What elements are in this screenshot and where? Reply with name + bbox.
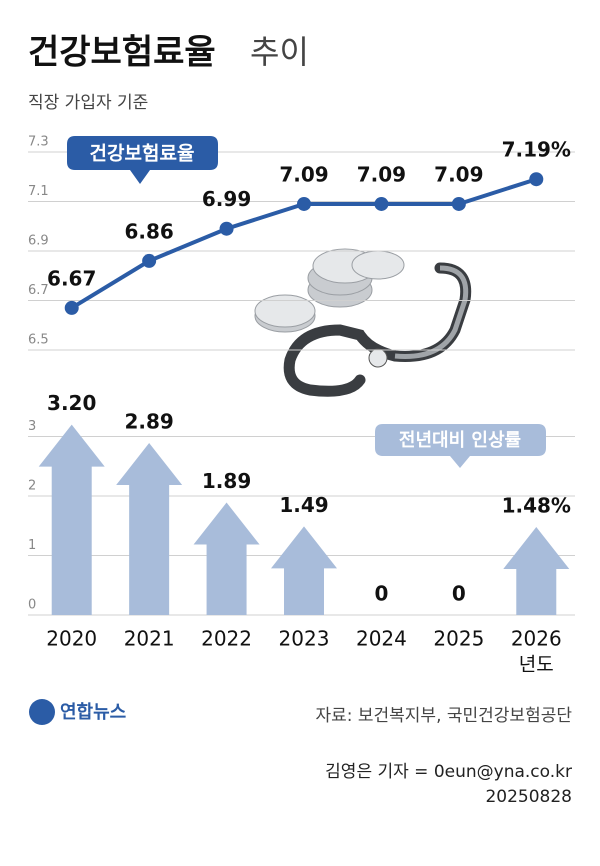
label-box (375, 424, 546, 468)
y-tick-label: 3 (28, 419, 36, 434)
rate-point (219, 221, 234, 236)
value-label: 7.19% (502, 138, 571, 162)
rate-point (451, 196, 466, 211)
y-tick-label: 7.3 (28, 135, 49, 150)
x-axis-label: 년도 (519, 654, 554, 676)
x-tick-label: 2024 (356, 627, 407, 651)
value-label: 1.48% (502, 493, 571, 517)
rate-point (374, 196, 389, 211)
arrow-bar (116, 443, 183, 615)
value-label: 6.67 (47, 266, 96, 290)
x-tick-label: 2023 (279, 627, 330, 651)
value-label: 3.20 (47, 391, 96, 415)
value-label: 6.86 (124, 219, 173, 243)
rate-point (529, 172, 544, 187)
x-tick-label: 2025 (433, 627, 484, 651)
value-label: 1.89 (202, 469, 251, 493)
y-tick-label: 0 (28, 598, 36, 613)
source: 자료: 보건복지부, 국민건강보험공단 (315, 706, 572, 726)
value-label: 1.49 (279, 493, 328, 517)
series-label: 전년대비 인상률 (399, 430, 521, 451)
value-label: 2.89 (124, 410, 173, 434)
value-label: 7.09 (434, 162, 483, 186)
x-tick-label: 2021 (124, 627, 175, 651)
y-tick-label: 6.9 (28, 234, 49, 249)
illustration (254, 248, 472, 397)
subtitle: 직장 가입자 기준 (28, 93, 148, 113)
y-tick-label: 1 (28, 538, 36, 553)
arrow-bar (503, 526, 570, 615)
rate-point (297, 196, 311, 211)
y-tick-label: 6.5 (28, 333, 49, 348)
x-tick-label: 2026 (511, 627, 562, 651)
logo-mark (29, 699, 55, 725)
value-label: 0 (452, 582, 466, 606)
label-box (67, 136, 218, 184)
y-tick-label: 6.7 (28, 283, 49, 298)
arrow-bar (271, 526, 337, 615)
rate-point (64, 300, 79, 315)
arrow-bar (193, 502, 260, 615)
y-tick-label: 7.1 (28, 184, 49, 199)
title: 건강보험료율 (28, 33, 216, 73)
arrow-bar (38, 424, 105, 615)
rate-point (142, 253, 157, 268)
value-label: 6.99 (202, 187, 251, 211)
x-tick-label: 2020 (46, 627, 97, 651)
value-label: 0 (374, 582, 388, 606)
date: 20250828 (485, 787, 572, 807)
series-label: 건강보험료율 (90, 143, 195, 165)
logo: 연합뉴스 (60, 701, 126, 723)
y-tick-label: 2 (28, 479, 36, 494)
credit: 김영은 기자 = 0eun@yna.co.kr (325, 762, 572, 782)
x-tick-label: 2022 (201, 627, 252, 651)
value-label: 7.09 (357, 162, 406, 186)
value-label: 7.09 (279, 162, 328, 186)
title-light: 추이 (250, 33, 309, 71)
